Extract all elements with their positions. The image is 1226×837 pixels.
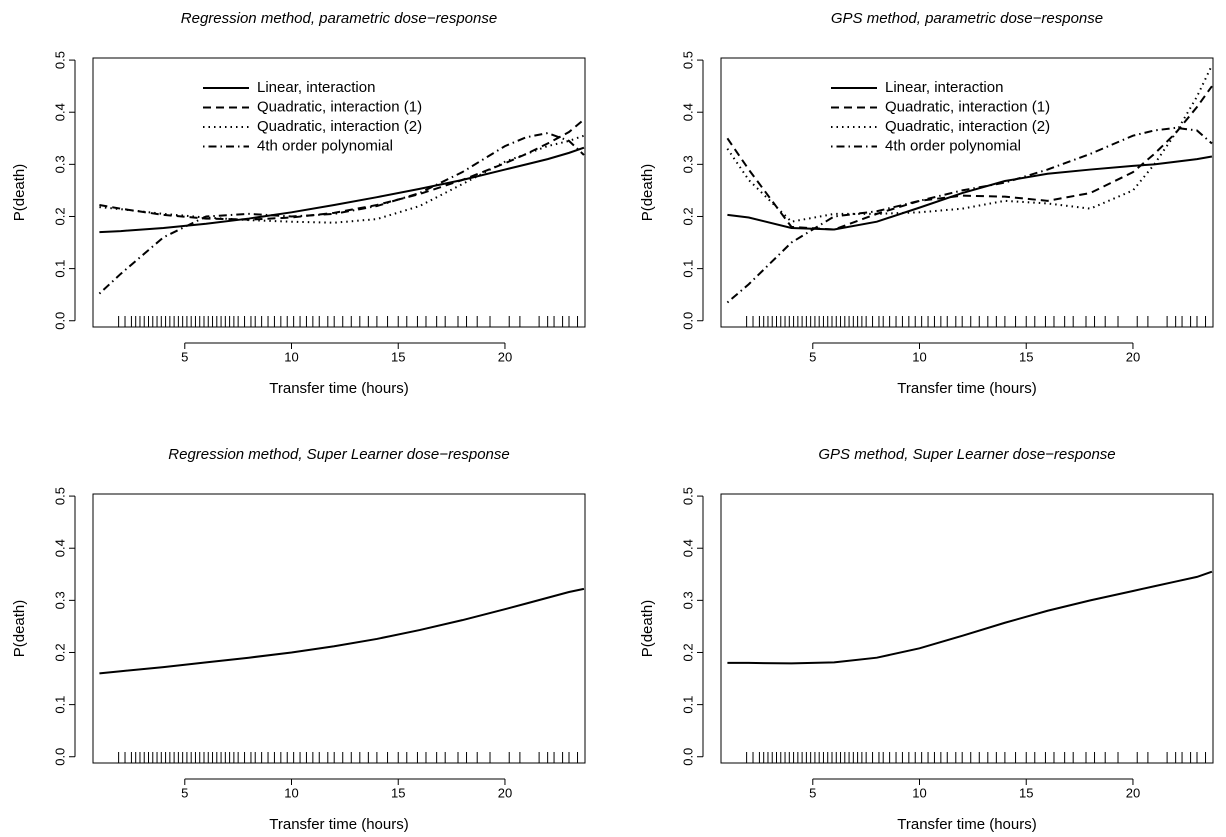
y-tick-label: 0.4 (52, 103, 67, 121)
x-tick-label: 20 (498, 349, 512, 364)
chart-title: Regression method, parametric dose−respo… (181, 10, 497, 27)
y-tick-label: 0.2 (680, 207, 695, 225)
chart-title: GPS method, Super Learner dose−response (818, 446, 1115, 463)
plot-box (92, 493, 586, 764)
x-axis-label: Transfer time (hours) (269, 380, 408, 397)
curve (726, 126, 1213, 304)
y-tick-label: 0.2 (52, 207, 67, 225)
x-tick-label: 5 (809, 349, 816, 364)
y-tick-label: 0.5 (52, 51, 67, 69)
y-tick-label: 0.1 (52, 260, 67, 278)
x-tick-label: 10 (912, 349, 926, 364)
x-tick-label: 15 (1019, 785, 1033, 800)
curve (99, 146, 585, 234)
y-tick-label: 0.1 (680, 260, 695, 278)
x-tick-label: 20 (1126, 785, 1140, 800)
curve (99, 587, 585, 675)
chart-title: GPS method, parametric dose−response (831, 10, 1103, 27)
chart-title: Regression method, Super Learner dose−re… (168, 446, 509, 463)
y-axis-label: P(death) (11, 600, 28, 658)
x-tick-label: 10 (284, 349, 298, 364)
y-axis-label: P(death) (639, 164, 656, 222)
plot-box (720, 57, 1214, 328)
legend-label: Linear, interaction (885, 79, 1003, 96)
curve (727, 570, 1213, 665)
x-tick-label: 5 (181, 349, 188, 364)
x-axis-label: Transfer time (hours) (897, 380, 1036, 397)
legend-label: Quadratic, interaction (2) (885, 118, 1050, 135)
y-tick-label: 0.0 (52, 312, 67, 330)
y-tick-label: 0.1 (52, 696, 67, 714)
y-tick-label: 0.2 (680, 643, 695, 661)
y-axis-label: P(death) (639, 600, 656, 658)
legend-label: Quadratic, interaction (1) (885, 98, 1050, 115)
x-tick-label: 20 (1126, 349, 1140, 364)
x-axis-label: Transfer time (hours) (269, 816, 408, 833)
x-tick-label: 10 (284, 785, 298, 800)
x-tick-label: 15 (391, 785, 405, 800)
curve (99, 134, 585, 224)
legend-label: Quadratic, interaction (1) (257, 98, 422, 115)
y-tick-label: 0.3 (680, 155, 695, 173)
y-tick-label: 0.0 (680, 748, 695, 766)
x-tick-label: 15 (391, 349, 405, 364)
legend-label: Linear, interaction (257, 79, 375, 96)
plot-box (720, 493, 1214, 764)
y-tick-label: 0.0 (52, 748, 67, 766)
y-tick-label: 0.1 (680, 696, 695, 714)
legend-label: 4th order polynomial (257, 137, 393, 154)
y-tick-label: 0.0 (680, 312, 695, 330)
curve (726, 85, 1213, 231)
x-tick-label: 10 (912, 785, 926, 800)
x-tick-label: 20 (498, 785, 512, 800)
plot-box (92, 57, 586, 328)
x-axis-label: Transfer time (hours) (897, 816, 1036, 833)
y-tick-label: 0.2 (52, 643, 67, 661)
legend-label: 4th order polynomial (885, 137, 1021, 154)
y-tick-label: 0.5 (680, 51, 695, 69)
y-tick-label: 0.4 (680, 103, 695, 121)
x-tick-label: 5 (181, 785, 188, 800)
x-tick-label: 15 (1019, 349, 1033, 364)
y-tick-label: 0.3 (52, 155, 67, 173)
legend-label: Quadratic, interaction (2) (257, 118, 422, 135)
y-axis-label: P(death) (11, 164, 28, 222)
y-tick-label: 0.4 (680, 539, 695, 557)
y-tick-label: 0.4 (52, 539, 67, 557)
y-tick-label: 0.5 (680, 487, 695, 505)
y-tick-label: 0.3 (680, 591, 695, 609)
y-tick-label: 0.3 (52, 591, 67, 609)
x-tick-label: 5 (809, 785, 816, 800)
y-tick-label: 0.5 (52, 487, 67, 505)
curve (98, 132, 585, 295)
